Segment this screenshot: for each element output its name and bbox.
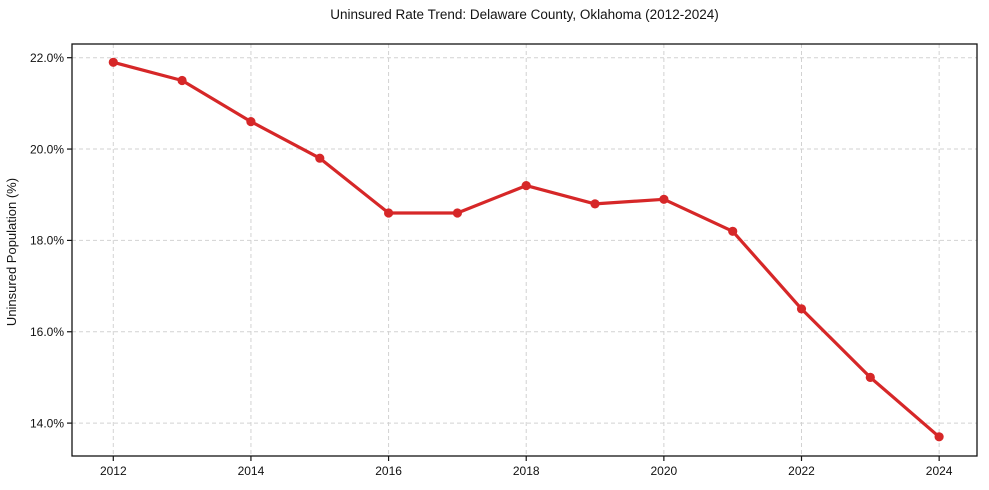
y-tick-label: 22.0% bbox=[30, 51, 64, 65]
data-point-2016 bbox=[384, 208, 394, 218]
data-point-2020 bbox=[659, 194, 669, 204]
data-point-2022 bbox=[796, 304, 807, 314]
data-point-2019 bbox=[590, 199, 600, 209]
x-tick-label: 2014 bbox=[238, 464, 265, 478]
y-tick-label: 14.0% bbox=[30, 416, 64, 430]
data-point-2018 bbox=[521, 181, 531, 191]
data-point-2023 bbox=[865, 372, 875, 382]
x-tick-label: 2018 bbox=[513, 464, 540, 478]
x-tick-label: 2016 bbox=[375, 464, 402, 478]
plot-frame bbox=[71, 43, 978, 457]
x-tick-label: 2024 bbox=[926, 464, 953, 478]
data-point-2013 bbox=[177, 75, 187, 86]
x-tick-label: 2012 bbox=[100, 464, 127, 478]
y-tick-label: 18.0% bbox=[30, 234, 64, 248]
chart-title: Uninsured Rate Trend: Delaware County, O… bbox=[330, 7, 719, 22]
x-tick-label: 2020 bbox=[651, 464, 678, 478]
x-tick-label: 2022 bbox=[788, 464, 815, 478]
data-point-2015 bbox=[315, 153, 325, 163]
data-point-2021 bbox=[728, 226, 738, 236]
data-point-2012 bbox=[108, 57, 118, 67]
y-tick-label: 20.0% bbox=[30, 142, 64, 156]
data-point-2014 bbox=[246, 117, 256, 127]
data-point-2017 bbox=[452, 208, 462, 218]
y-tick-label: 16.0% bbox=[30, 325, 64, 339]
data-point-2024 bbox=[934, 432, 944, 442]
